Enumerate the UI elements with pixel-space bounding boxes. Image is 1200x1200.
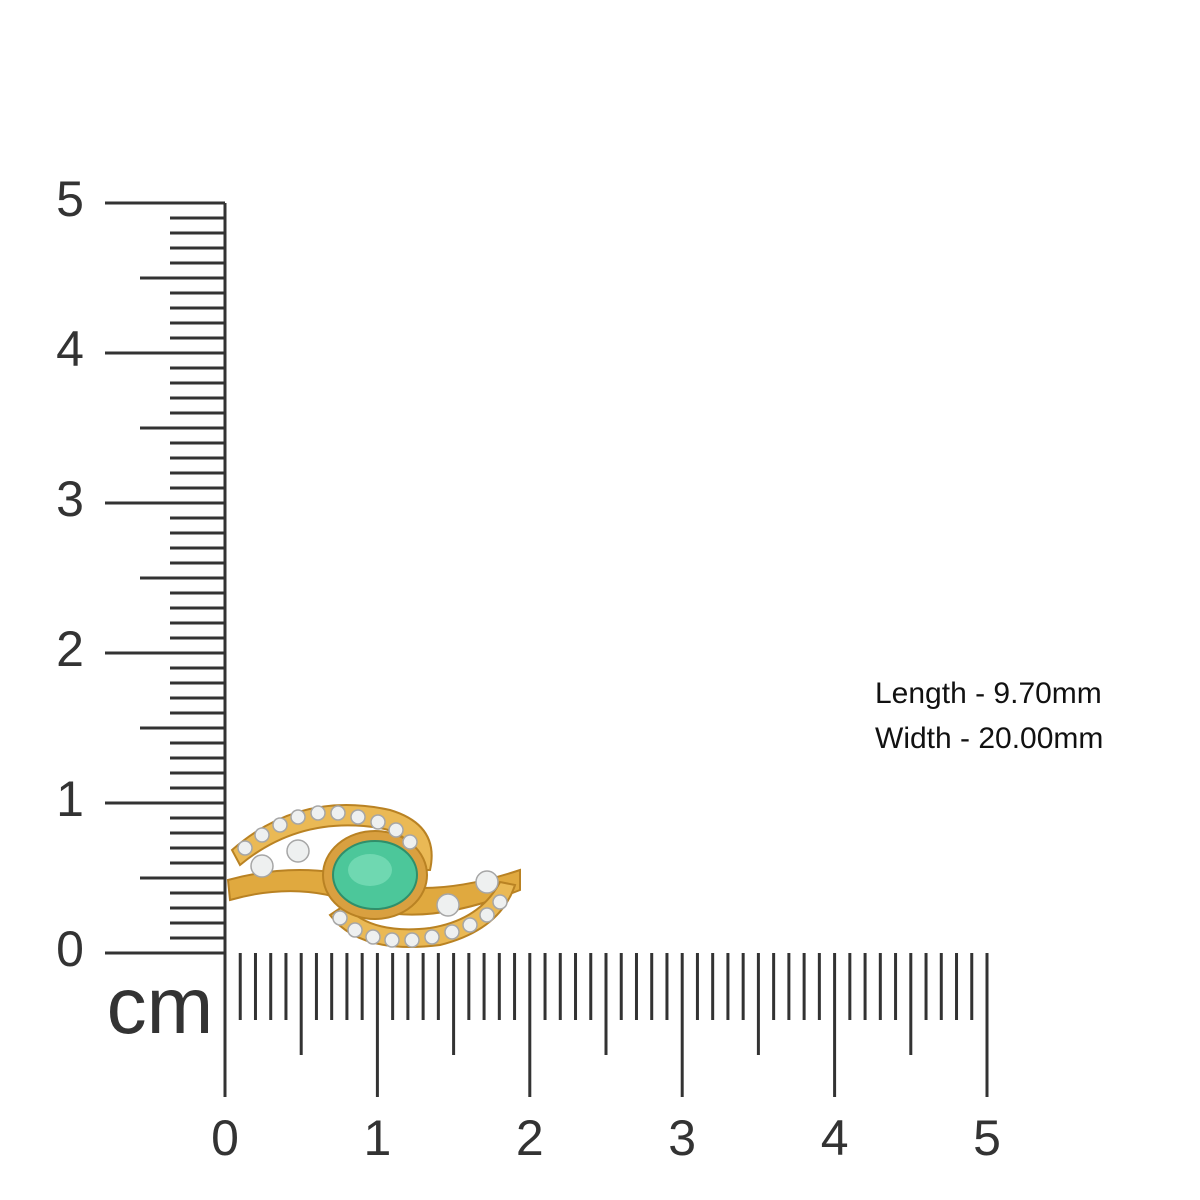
width-text: Width - 20.00mm — [875, 722, 1103, 755]
v-ruler-label: 5 — [56, 171, 84, 227]
h-ruler-label: 2 — [516, 1110, 544, 1166]
v-ruler-label: 1 — [56, 771, 84, 827]
h-ruler-label: 4 — [821, 1110, 849, 1166]
length-text: Length - 9.70mm — [875, 677, 1102, 710]
unit-label: cm — [107, 961, 214, 1050]
ring-image — [226, 804, 521, 948]
v-ruler-label: 3 — [56, 471, 84, 527]
h-ruler-label: 5 — [973, 1110, 1001, 1166]
v-ruler-label: 0 — [56, 921, 84, 977]
v-ruler-label: 2 — [56, 621, 84, 677]
v-ruler-label: 4 — [56, 321, 84, 377]
h-ruler-label: 0 — [211, 1110, 239, 1166]
h-ruler-label: 1 — [363, 1110, 391, 1166]
h-ruler-label: 3 — [668, 1110, 696, 1166]
